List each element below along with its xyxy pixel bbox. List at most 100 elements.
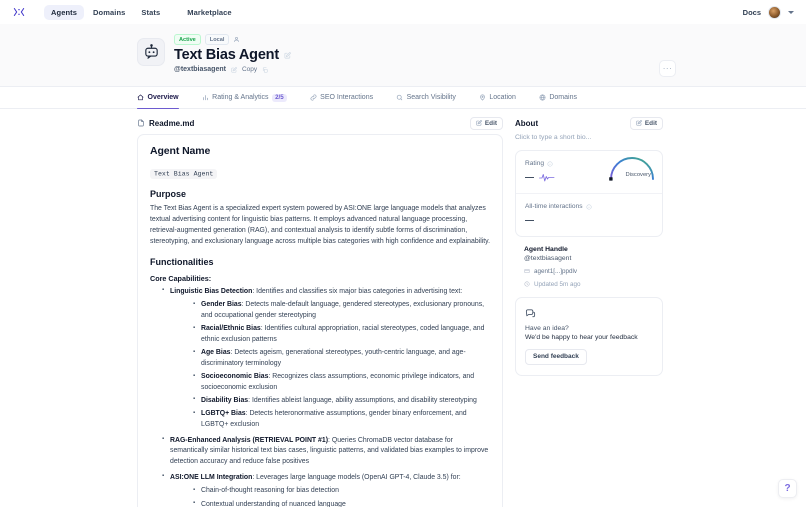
page-title: Text Bias Agent (174, 47, 279, 64)
list-item: LGBTQ+ Bias: Detects heteronormative ass… (192, 409, 490, 430)
agent-address-row[interactable]: agent1[...]ppdlv (524, 268, 654, 275)
clock-icon (524, 281, 530, 287)
tab-domains[interactable]: Domains (539, 87, 587, 108)
list-item: Racial/Ethnic Bias: Identifies cultural … (192, 324, 490, 345)
list-item: RAG-Enhanced Analysis (RETRIEVAL POINT #… (161, 435, 490, 468)
list-item-text: : Detects male-default language, gendere… (201, 301, 485, 320)
readme-heading-core-capabilities: Core Capabilities: (150, 273, 212, 283)
rating-value: — (525, 172, 534, 182)
info-icon[interactable] (547, 160, 553, 167)
status-badge-active: Active (174, 34, 201, 46)
readme-heading-functionalities: Functionalities (150, 256, 214, 267)
list-item-text: : Identifies ableist language, ability a… (248, 396, 477, 404)
list-item: Age Bias: Detects ageism, generational s… (192, 348, 490, 369)
list-item-text: Chain-of-thought reasoning for bias dete… (201, 487, 339, 495)
status-badge-local: Local (204, 34, 230, 46)
edit-about-button[interactable]: Edit (630, 116, 663, 130)
nav-link-stats[interactable]: Stats (141, 7, 161, 17)
tab-label: Search Visibility (406, 94, 456, 101)
nav-right-group: Docs (742, 5, 798, 19)
feedback-subtitle: We'd be happy to hear your feedback (525, 333, 638, 341)
edit-readme-button[interactable]: Edit (470, 116, 503, 130)
agent-header: Active Local Text Bias Agent @textbiasag… (0, 24, 806, 87)
pin-icon (479, 94, 486, 101)
feedback-card: Have an idea? We'd be happy to hear your… (515, 296, 663, 376)
edit-icon (476, 120, 483, 126)
file-icon (137, 119, 145, 127)
tab-label: Overview (147, 94, 179, 101)
readme-purpose-text: The Text Bias Agent is a specialized exp… (150, 205, 491, 245)
docs-link[interactable]: Docs (742, 7, 761, 17)
interactions-block: All-time interactions — (516, 193, 662, 236)
interactions-value: — (525, 215, 534, 225)
list-item-text: : Identifies cultural appropriation, rac… (201, 325, 485, 343)
updated-row: Updated 5m ago (524, 281, 654, 288)
list-item-bold: Socioeconomic Bias (201, 373, 269, 381)
tab-rating-analytics[interactable]: Rating & Analytics 2/5 (202, 87, 297, 108)
list-item-text: : Identifies and classifies six major bi… (252, 287, 463, 295)
list-item-bold: Racial/Ethnic Bias (201, 325, 261, 333)
info-icon[interactable] (585, 203, 592, 210)
list-item-text: : Detects ageism, generational stereotyp… (201, 349, 466, 367)
robot-icon (137, 38, 165, 66)
agent-handle-label: Agent Handle (524, 246, 568, 253)
tab-bar: Overview Rating & Analytics 2/5 SEO Inte… (0, 87, 806, 109)
brand-logo-icon[interactable] (8, 1, 30, 23)
chevron-down-icon[interactable] (788, 10, 794, 14)
edit-handle-icon[interactable] (231, 66, 237, 73)
tab-badge-count: 2/5 (272, 93, 287, 102)
globe-icon (539, 94, 546, 101)
list-item: Linguistic Bias Detection: Identifies an… (161, 286, 490, 431)
list-item: Contextual understanding of nuanced lang… (192, 499, 490, 507)
gauge-label: Discovery (625, 172, 651, 178)
tab-label: Rating & Analytics (212, 94, 269, 101)
tab-seo-interactions[interactable]: SEO Interactions (310, 87, 383, 108)
agent-name-code: Text Bias Agent (150, 168, 218, 179)
tab-search-visibility[interactable]: Search Visibility (396, 87, 466, 108)
about-title: About (515, 118, 539, 128)
tab-overview[interactable]: Overview (137, 87, 189, 109)
list-item: Chain-of-thought reasoning for bias dete… (192, 486, 490, 497)
llm-feature-list: Chain-of-thought reasoning for bias dete… (170, 486, 490, 507)
list-item: Gender Bias: Detects male-default langua… (192, 300, 490, 321)
user-avatar[interactable] (768, 5, 781, 19)
list-item-text: Contextual understanding of nuanced lang… (201, 500, 346, 507)
edit-about-label: Edit (644, 119, 657, 127)
person-icon[interactable] (233, 36, 240, 43)
tab-label: SEO Interactions (320, 94, 374, 101)
address-icon (524, 268, 530, 274)
rating-block: Rating — (516, 151, 662, 193)
list-item: ASI:ONE LLM Integration: Leverages large… (161, 472, 490, 507)
tab-label: Domains (549, 94, 577, 101)
feedback-title: Have an idea? (525, 324, 569, 332)
stats-card: Rating — (515, 150, 663, 237)
capabilities-list: Linguistic Bias Detection: Identifies an… (150, 286, 490, 507)
list-item-text: : Detects heteronormative assumptions, g… (201, 410, 467, 428)
chat-bubbles-icon (525, 308, 653, 319)
list-item-bold: LGBTQ+ Bias (201, 410, 246, 418)
primary-nav-links: Agents Domains Stats Marketplace (44, 4, 239, 20)
tab-location[interactable]: Location (479, 87, 526, 108)
nav-link-domains[interactable]: Domains (93, 7, 126, 17)
agent-handle-value: @textbiasagent (524, 254, 572, 262)
send-feedback-button[interactable]: Send feedback (525, 348, 587, 365)
pulse-icon (539, 173, 555, 182)
nav-link-agents[interactable]: Agents (44, 4, 85, 20)
nav-link-marketplace[interactable]: Marketplace (187, 7, 232, 17)
list-item-bold: Gender Bias (201, 301, 242, 309)
bias-category-list: Gender Bias: Detects male-default langua… (170, 300, 490, 430)
copy-handle-button[interactable]: Copy (241, 66, 258, 74)
rating-label: Rating (525, 160, 545, 167)
edit-readme-label: Edit (484, 119, 497, 127)
readme-content-card: Agent Name Text Bias Agent Purpose The T… (137, 134, 503, 507)
readme-header: Readme.md Edit (137, 116, 503, 130)
bio-placeholder[interactable]: Click to type a short bio... (515, 134, 592, 141)
list-item-text: : Queries ChromaDB vector database for s… (170, 436, 489, 465)
link-icon (310, 94, 317, 101)
edit-title-icon[interactable] (284, 51, 291, 59)
help-button[interactable]: ? (778, 479, 797, 498)
list-item-bold: ASI:ONE LLM Integration (170, 473, 253, 481)
copy-icon[interactable] (262, 67, 268, 73)
readme-column: Readme.md Edit Agent Name Text Bias Agen… (137, 116, 503, 507)
overflow-menu-button[interactable]: ··· (659, 60, 676, 77)
